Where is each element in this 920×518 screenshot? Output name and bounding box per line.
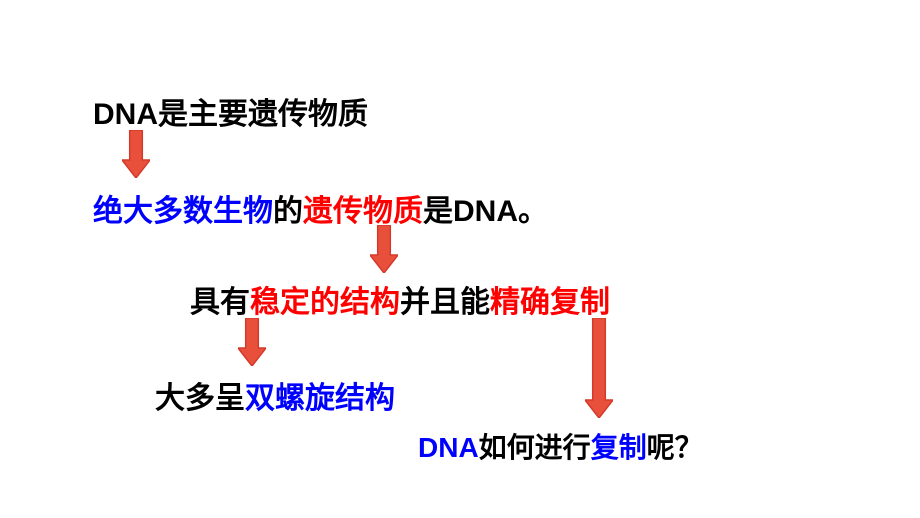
flow-arrow-a4 [585,318,613,418]
text-segment: 如何进行 [479,432,591,463]
text-line-3: 具有稳定的结构并且能精确复制 [190,277,610,321]
text-segment: 遗传物质 [303,195,423,228]
text-segment: 呢？ [647,432,703,463]
flow-arrow-a2 [370,225,398,273]
text-segment: 绝大多数生物 [93,195,273,228]
text-segment: 大多呈 [155,382,245,415]
text-segment: 精确复制 [490,286,610,319]
text-segment: 稳定的结构 [250,286,400,319]
flow-arrow-a3 [238,318,266,366]
flow-arrow-a1 [122,130,150,178]
text-segment: 具有 [190,286,250,319]
text-segment: 的 [273,195,303,228]
text-segment: 双螺旋结构 [245,382,395,415]
text-line-5: DNA如何进行复制呢？ [418,426,703,466]
text-segment: 是DNA。 [423,195,548,228]
text-segment: 复制 [591,432,647,463]
text-segment: 并且能 [400,286,490,319]
text-line-2: 绝大多数生物的遗传物质是DNA。 [93,186,548,230]
text-segment: DNA [418,432,479,463]
text-segment: DNA是主要遗传物质 [93,98,368,131]
text-line-1: DNA是主要遗传物质 [93,89,368,133]
text-line-4: 大多呈双螺旋结构 [155,373,395,417]
